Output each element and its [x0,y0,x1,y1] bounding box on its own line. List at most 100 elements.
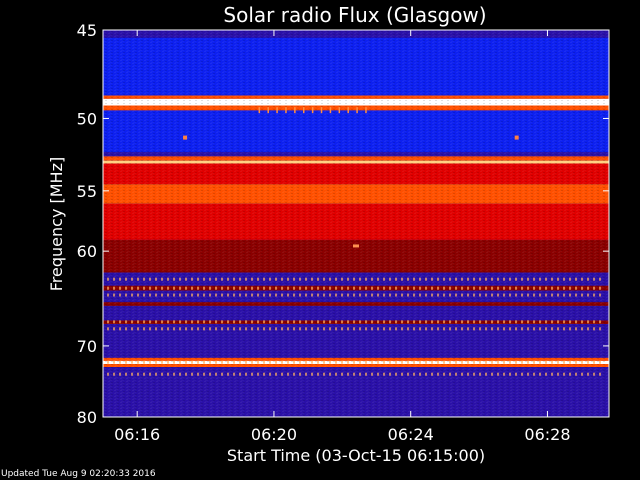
interference-dot [179,286,181,290]
interference-dot [167,320,169,324]
interference-dot [311,293,313,297]
interference-dot [305,327,307,331]
interference-dot [179,320,181,324]
interference-dot [557,372,559,376]
interference-dot [467,293,469,297]
interference-dot [239,293,241,297]
x-tick-label: 06:24 [388,425,434,444]
interference-dot [263,327,265,331]
interference-dot [533,277,535,281]
interference-dot [557,360,559,364]
interference-dot [329,327,331,331]
interference-dot [575,372,577,376]
interference-dot [401,293,403,297]
interference-dot [215,286,217,290]
interference-dot [227,372,229,376]
interference-dot [425,277,427,281]
interference-dot [245,360,247,364]
interference-dot [227,277,229,281]
x-tick-label: 06:20 [251,425,297,444]
interference-dot [305,372,307,376]
interference-dot [389,293,391,297]
interference-dot [113,293,115,297]
interference-dot [467,286,469,290]
interference-dot [215,277,217,281]
interference-dot [599,360,601,364]
interference-dot [365,372,367,376]
interference-dot [413,293,415,297]
interference-dot [335,293,337,297]
interference-dot [503,293,505,297]
interference-dot [305,277,307,281]
interference-dot [143,372,145,376]
interference-dot [281,327,283,331]
interference-dot [287,320,289,324]
interference-dot [515,360,517,364]
interference-dot [119,360,121,364]
interference-dot [131,293,133,297]
interference-dot [515,293,517,297]
interference-dot [593,320,595,324]
interference-dot [209,327,211,331]
interference-dot [131,372,133,376]
interference-dot [281,360,283,364]
interference-dot [251,293,253,297]
interference-dot [599,293,601,297]
interference-dot [209,277,211,281]
interference-dot [233,293,235,297]
interference-dot [545,293,547,297]
interference-dot [245,293,247,297]
interference-dot [551,372,553,376]
burst-mark [347,107,349,114]
interference-dot [599,277,601,281]
interference-dot [443,372,445,376]
interference-dot [143,293,145,297]
interference-dot [437,372,439,376]
interference-dot [347,360,349,364]
interference-dot [419,293,421,297]
interference-dot [419,277,421,281]
interference-dot [155,293,157,297]
interference-dot [317,277,319,281]
interference-dot [341,372,343,376]
interference-dot [311,286,313,290]
interference-dot [191,372,193,376]
interference-dot [269,293,271,297]
interference-dot [221,277,223,281]
interference-dot [215,372,217,376]
interference-dot [587,286,589,290]
interference-dot [131,320,133,324]
interference-dot [503,277,505,281]
interference-dot [191,320,193,324]
interference-dot [467,327,469,331]
interference-dot [437,286,439,290]
interference-dot [311,360,313,364]
interference-dot [509,277,511,281]
interference-dot [413,320,415,324]
interference-dot [581,286,583,290]
interference-dot [137,320,139,324]
interference-dot [131,286,133,290]
interference-dot [455,327,457,331]
interference-dot [341,286,343,290]
interference-dot [401,327,403,331]
interference-dot [119,372,121,376]
interference-dot [143,327,145,331]
interference-dot [425,293,427,297]
interference-dot [221,372,223,376]
interference-dot [341,293,343,297]
interference-dot [527,327,529,331]
interference-dot [491,360,493,364]
interference-dot [551,277,553,281]
interference-dot [575,320,577,324]
interference-dot [479,277,481,281]
interference-dot [131,277,133,281]
interference-dot [173,277,175,281]
y-tick-label: 80 [77,408,97,427]
interference-dot [341,327,343,331]
interference-dot [599,286,601,290]
interference-dot [569,320,571,324]
interference-dot [473,372,475,376]
interference-dot [257,277,259,281]
interference-dot [395,327,397,331]
